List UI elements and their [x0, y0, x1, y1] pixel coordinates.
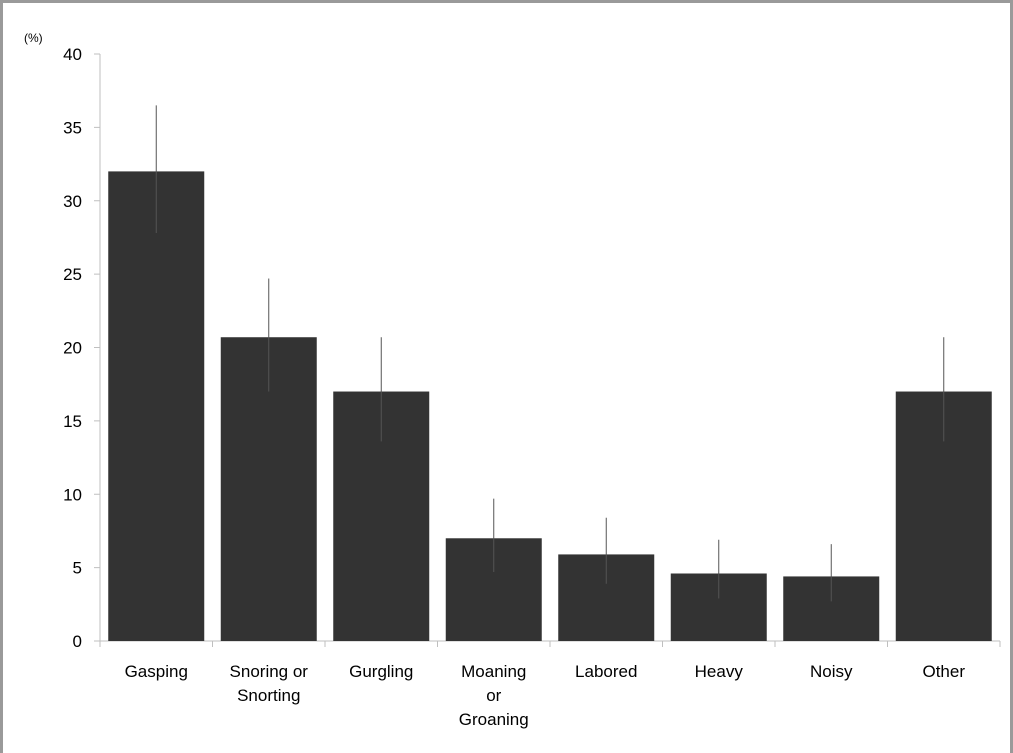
x-tick-label: Snoring or Snorting: [230, 662, 309, 705]
y-tick-label: 35: [63, 118, 82, 137]
y-axis: 0 5 10 15 20 25 30 35 40: [63, 45, 101, 651]
y-tick-label: 40: [63, 45, 82, 64]
x-tick-label: Labored: [575, 662, 637, 681]
bar: [108, 171, 205, 641]
y-tick-label: 10: [63, 485, 82, 504]
category-labels: Gasping Snoring or Snorting Gurgling Moaning…: [125, 662, 966, 729]
x-tick-label: Moaning or Groaning: [459, 662, 529, 729]
x-tick-label: Noisy: [810, 662, 853, 681]
bars: [108, 171, 992, 641]
x-axis: [99, 640, 1001, 647]
y-tick-label: 15: [63, 412, 82, 431]
y-unit-label: (%): [24, 31, 43, 45]
x-tick-label: Other: [922, 662, 965, 681]
y-tick-label: 20: [63, 339, 82, 358]
x-tick-label: Gurgling: [349, 662, 413, 681]
y-tick-label: 5: [73, 559, 82, 578]
x-tick-label: Gasping: [125, 662, 188, 681]
x-tick-label: Heavy: [695, 662, 744, 681]
y-tick-label: 0: [73, 632, 82, 651]
y-tick-label: 25: [63, 265, 82, 284]
y-tick-label: 30: [63, 192, 82, 211]
error-bars: [155, 105, 945, 602]
